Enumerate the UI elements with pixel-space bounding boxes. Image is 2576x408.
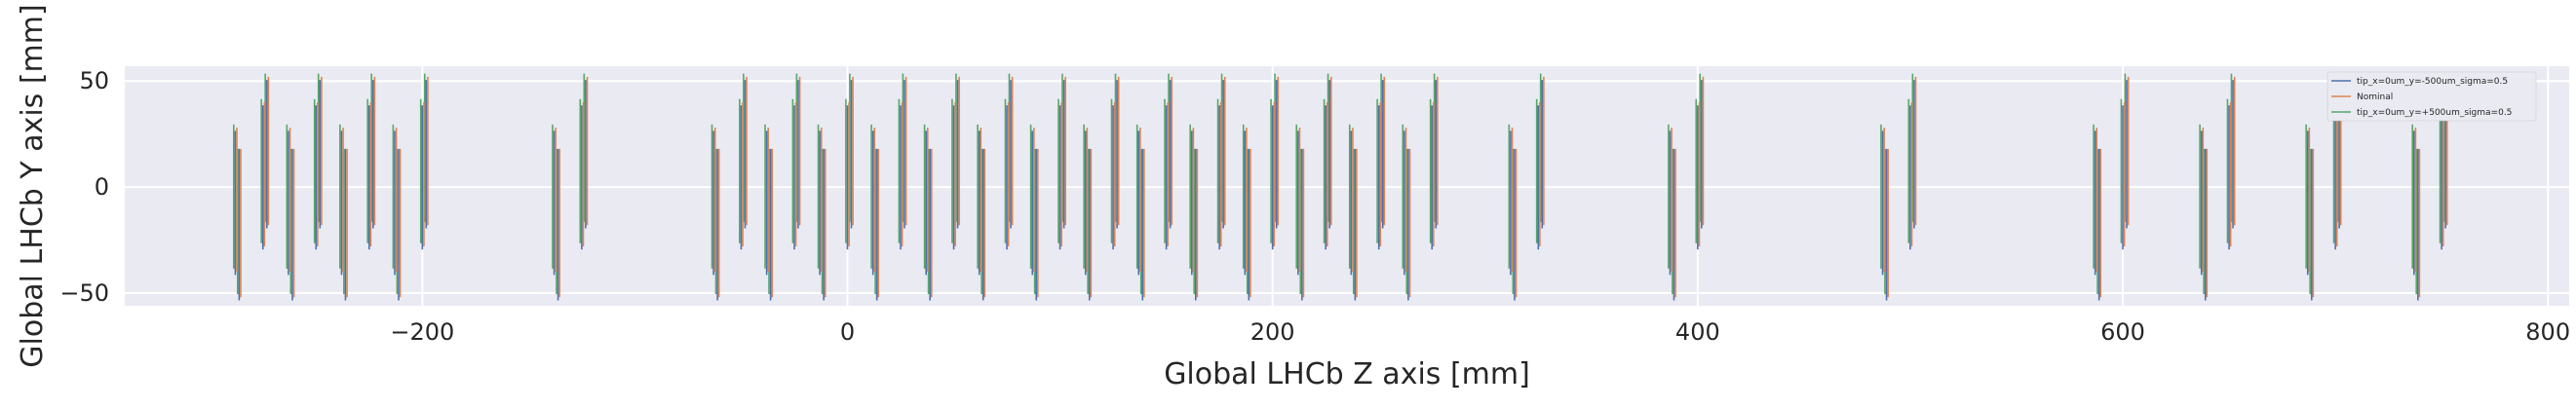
- x-tick-label: 200: [1250, 318, 1295, 346]
- y-axis-label: Global LHCb Y axis [mm]: [16, 4, 50, 367]
- x-tick-label: 0: [840, 318, 855, 346]
- y-tick-labels: −50 0 50: [59, 67, 109, 307]
- x-tick-labels: −200 0 200 400 600 800: [390, 318, 2570, 346]
- y-tick-label: 0: [95, 173, 109, 201]
- y-tick-label: 50: [79, 67, 109, 94]
- module-marks: [233, 73, 2448, 301]
- x-tick-label: 800: [2525, 318, 2570, 346]
- legend-box: [2326, 71, 2537, 122]
- legend-entry-label: tip_x=0um_y=+500um_sigma=0.5: [2357, 108, 2512, 118]
- y-tick-label: −50: [59, 279, 109, 307]
- x-tick-label: 400: [1675, 318, 1720, 346]
- legend: tip_x=0um_y=-500um_sigma=0.5 Nominal tip_x…: [2326, 71, 2537, 122]
- plot-area: [125, 66, 2569, 306]
- legend-entry-label: tip_x=0um_y=-500um_sigma=0.5: [2357, 77, 2508, 87]
- x-tick-label: 600: [2100, 318, 2145, 346]
- x-axis-label: Global LHCb Z axis [mm]: [1164, 357, 1530, 391]
- legend-entry-label: Nominal: [2357, 93, 2393, 102]
- x-tick-label: −200: [390, 318, 454, 346]
